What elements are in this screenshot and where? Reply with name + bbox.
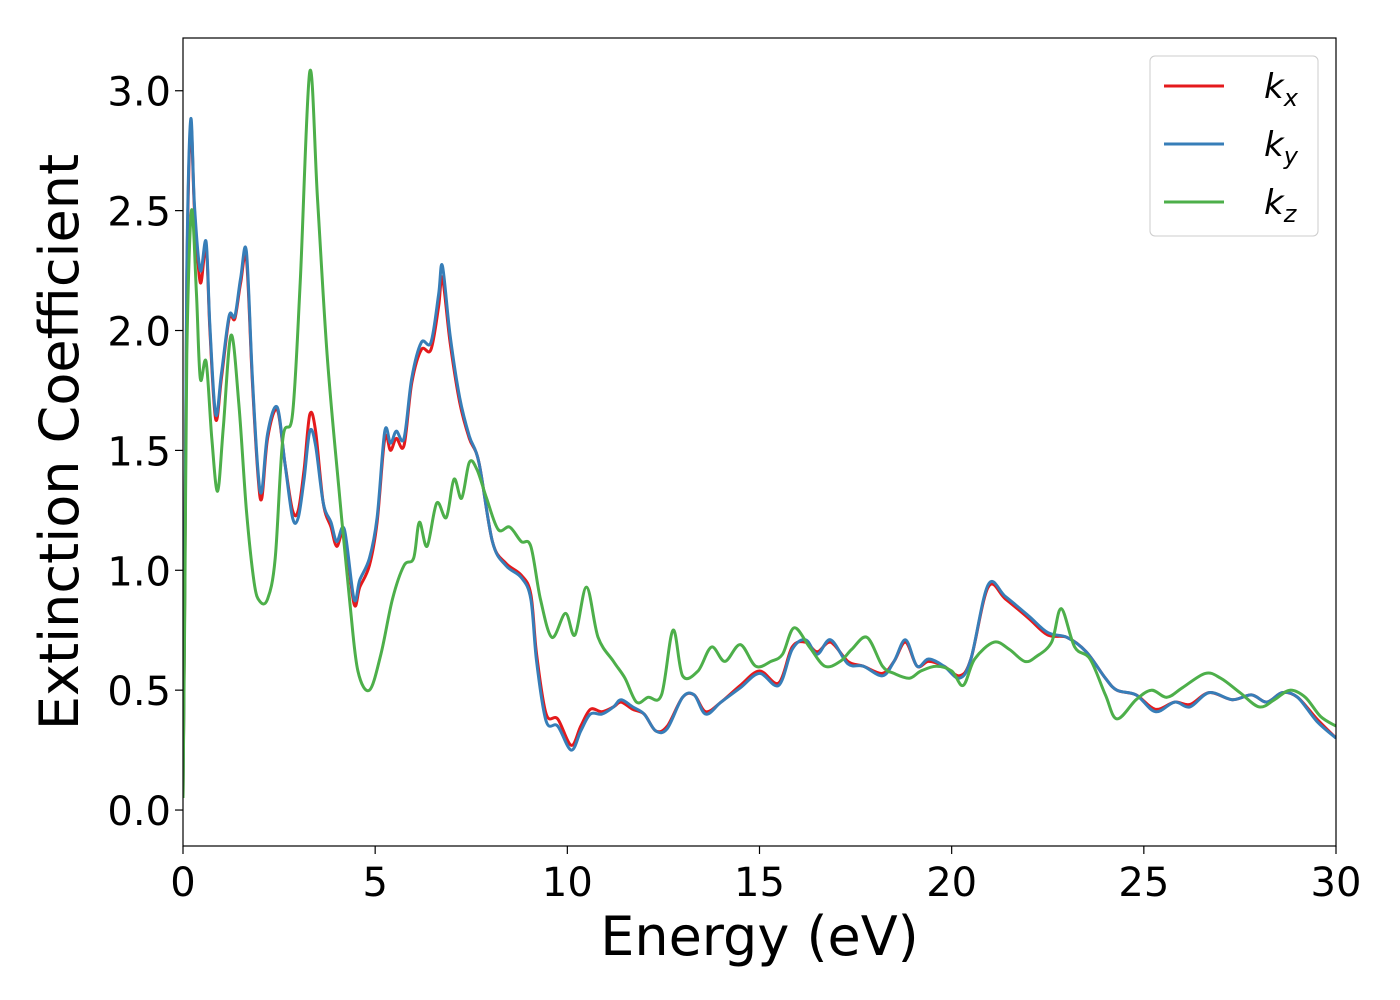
legend-box <box>1149 55 1319 237</box>
x-tick-label: 20 <box>926 860 977 906</box>
y-tick-label: 3.0 <box>107 70 171 116</box>
x-tick-label: 10 <box>542 860 593 906</box>
x-tick-label: 30 <box>1311 860 1362 906</box>
y-tick-label: 1.5 <box>107 429 171 475</box>
x-axis-ticks: 0 5 10 15 20 25 30 <box>170 846 1361 906</box>
legend-label: kz <box>1264 183 1298 228</box>
x-tick-label: 25 <box>1118 860 1169 906</box>
series-line-k-y <box>183 117 1336 799</box>
y-axis-ticks: 0.0 0.5 1.0 1.5 2.0 2.5 3.0 <box>107 70 183 835</box>
legend-label: ky <box>1264 125 1299 170</box>
y-tick-label: 1.0 <box>107 549 171 595</box>
y-tick-label: 2.0 <box>107 310 171 356</box>
y-tick-label: 0.5 <box>107 669 171 715</box>
y-tick-label: 0.0 <box>107 789 171 835</box>
x-tick-label: 15 <box>734 860 785 906</box>
y-tick-label: 2.5 <box>107 190 171 236</box>
y-axis-title: Extinction Coefficient <box>28 154 91 730</box>
legend-label: kx <box>1264 67 1299 112</box>
x-tick-label: 5 <box>362 860 387 906</box>
series-layer <box>183 68 1336 799</box>
x-tick-label: 0 <box>170 860 195 906</box>
x-axis-title: Energy (eV) <box>600 905 919 968</box>
legend: kx ky kz <box>1149 55 1319 237</box>
series-line-k-z <box>183 68 1336 799</box>
